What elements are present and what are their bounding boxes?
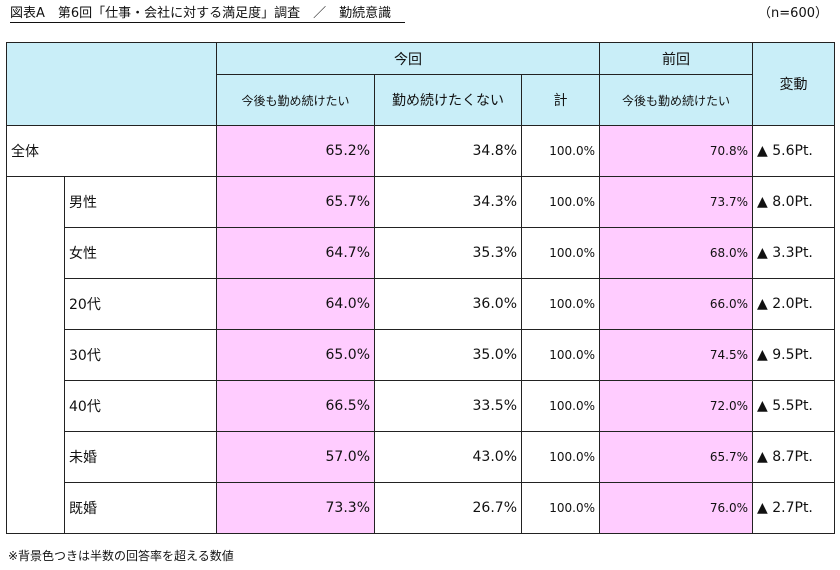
row-label: 20代 [64, 278, 217, 330]
row-indent [6, 329, 65, 381]
header-change: 変動 [752, 42, 836, 126]
cell-previous: 76.0% [599, 482, 754, 534]
cell-not-continue: 26.7% [374, 482, 522, 534]
cell-continue: 64.7% [216, 227, 375, 279]
cell-continue: 65.2% [216, 125, 375, 177]
footnote: ※背景色つきは半数の回答率を超える数値 [8, 549, 234, 563]
survey-table: 今回 前回 変動 今後も勤め続けたい 勤め続けたくない 計 今後も勤め続けたい … [6, 42, 836, 534]
cell-continue: 73.3% [216, 482, 375, 534]
cell-change: ▲ 2.7Pt. [752, 482, 836, 534]
cell-continue: 64.0% [216, 278, 375, 330]
cell-continue: 65.0% [216, 329, 375, 381]
table-row: 既婚 73.3% 26.7% 100.0% 76.0% ▲ 2.7Pt. [6, 482, 836, 534]
table-row: 20代 64.0% 36.0% 100.0% 66.0% ▲ 2.0Pt. [6, 278, 836, 330]
cell-change: ▲ 8.0Pt. [752, 176, 836, 228]
header-row-2: 今後も勤め続けたい 勤め続けたくない 計 今後も勤め続けたい [7, 74, 835, 126]
cell-previous: 73.7% [599, 176, 754, 228]
header-not-continue: 勤め続けたくない [374, 74, 522, 126]
cell-total: 100.0% [520, 431, 601, 483]
cell-previous: 72.0% [599, 380, 754, 432]
cell-change: ▲ 5.5Pt. [752, 380, 836, 432]
header-continue: 今後も勤め続けたい [216, 74, 375, 126]
cell-not-continue: 36.0% [374, 278, 522, 330]
cell-not-continue: 35.3% [374, 227, 522, 279]
cell-change: ▲ 3.3Pt. [752, 227, 836, 279]
header-corner-left [6, 42, 65, 126]
cell-not-continue: 35.0% [374, 329, 522, 381]
table-row: 40代 66.5% 33.5% 100.0% 72.0% ▲ 5.5Pt. [6, 380, 836, 432]
header-corner-right [64, 42, 217, 126]
row-label: 女性 [64, 227, 217, 279]
row-label: 既婚 [64, 482, 217, 534]
cell-previous: 74.5% [599, 329, 754, 381]
cell-not-continue: 33.5% [374, 380, 522, 432]
header-total: 計 [520, 74, 601, 126]
sample-size: （n=600） [758, 6, 828, 21]
row-label: 全体 [6, 125, 217, 177]
cell-total: 100.0% [520, 278, 601, 330]
cell-not-continue: 34.8% [374, 125, 522, 177]
figure-title: 図表A 第6回「仕事・会社に対する満足度」調査 ／ 勤続意識 [10, 6, 406, 23]
cell-change: ▲ 5.6Pt. [752, 125, 836, 177]
table-row: 未婚 57.0% 43.0% 100.0% 65.7% ▲ 8.7Pt. [6, 431, 836, 483]
cell-total: 100.0% [520, 380, 601, 432]
row-label: 男性 [64, 176, 217, 228]
cell-change: ▲ 8.7Pt. [752, 431, 836, 483]
cell-total: 100.0% [520, 482, 601, 534]
row-indent [6, 431, 65, 483]
cell-change: ▲ 9.5Pt. [752, 329, 836, 381]
row-indent [6, 482, 65, 534]
cell-previous: 70.8% [599, 125, 754, 177]
cell-change: ▲ 2.0Pt. [752, 278, 836, 330]
header-prev-continue: 今後も勤め続けたい [599, 74, 754, 126]
row-indent [6, 380, 65, 432]
cell-previous: 68.0% [599, 227, 754, 279]
header-row-1: 今回 前回 変動 [6, 42, 836, 126]
cell-continue: 65.7% [216, 176, 375, 228]
row-label: 30代 [64, 329, 217, 381]
cell-total: 100.0% [520, 227, 601, 279]
cell-continue: 66.5% [216, 380, 375, 432]
table-row: 男性 65.7% 34.3% 100.0% 73.7% ▲ 8.0Pt. [6, 176, 836, 228]
table-row: 女性 64.7% 35.3% 100.0% 68.0% ▲ 3.3Pt. [6, 227, 836, 279]
cell-not-continue: 43.0% [374, 431, 522, 483]
row-indent [6, 278, 65, 330]
row-label: 未婚 [64, 431, 217, 483]
cell-total: 100.0% [520, 176, 601, 228]
row-indent [6, 176, 65, 228]
cell-not-continue: 34.3% [374, 176, 522, 228]
cell-continue: 57.0% [216, 431, 375, 483]
header-previous: 前回 [599, 42, 754, 75]
table-row: 30代 65.0% 35.0% 100.0% 74.5% ▲ 9.5Pt. [6, 329, 836, 381]
header-current: 今回 [215, 42, 601, 75]
cell-total: 100.0% [520, 329, 601, 381]
row-label: 40代 [64, 380, 217, 432]
table-row: 全体 65.2% 34.8% 100.0% 70.8% ▲ 5.6Pt. [6, 125, 836, 177]
cell-total: 100.0% [520, 125, 601, 177]
cell-previous: 65.7% [599, 431, 754, 483]
cell-previous: 66.0% [599, 278, 754, 330]
row-indent [6, 227, 65, 279]
